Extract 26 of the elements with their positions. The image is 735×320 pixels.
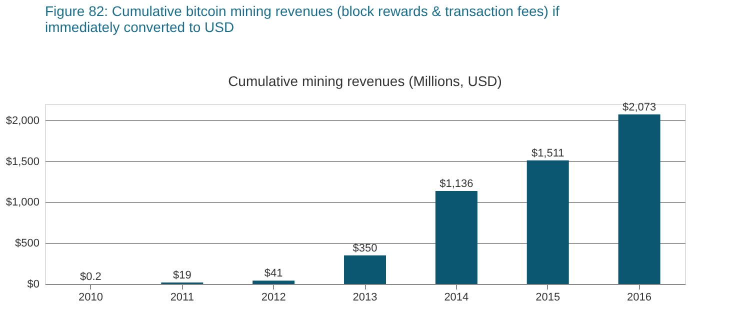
bar (435, 191, 478, 284)
bar (618, 114, 660, 284)
data-label: $1,136 (440, 178, 474, 190)
x-tick-label: 2011 (170, 292, 194, 304)
x-tick-label: 2014 (444, 292, 469, 304)
data-label: $41 (264, 268, 283, 280)
data-label: $350 (352, 242, 378, 254)
bar (344, 255, 386, 284)
x-tick-label: 2010 (78, 292, 103, 304)
chart-subtitle: Cumulative mining revenues (Millions, USD) (228, 73, 502, 89)
x-tick-label: 2012 (261, 292, 286, 304)
y-tick-label: $2,000 (6, 114, 40, 127)
x-tick-label: 2013 (352, 292, 378, 304)
y-tick-label: $1,000 (6, 196, 40, 209)
y-tick-label: $1,500 (6, 156, 40, 168)
x-tick-label: 2016 (627, 292, 652, 304)
data-label: $1,511 (531, 147, 564, 160)
y-tick-label: $0 (27, 278, 40, 290)
data-label: $19 (172, 269, 192, 282)
chart-title: Figure 82: Cumulative bitcoin mining revenues (block rewards & transaction fees) if immediately converted to USD (45, 3, 560, 35)
data-label: $2,073 (622, 101, 656, 114)
data-label: $0.2 (80, 270, 102, 283)
y-tick-label: $500 (15, 238, 40, 250)
x-tick-label: 2015 (536, 292, 560, 304)
bar (526, 160, 569, 284)
bar (252, 280, 295, 284)
